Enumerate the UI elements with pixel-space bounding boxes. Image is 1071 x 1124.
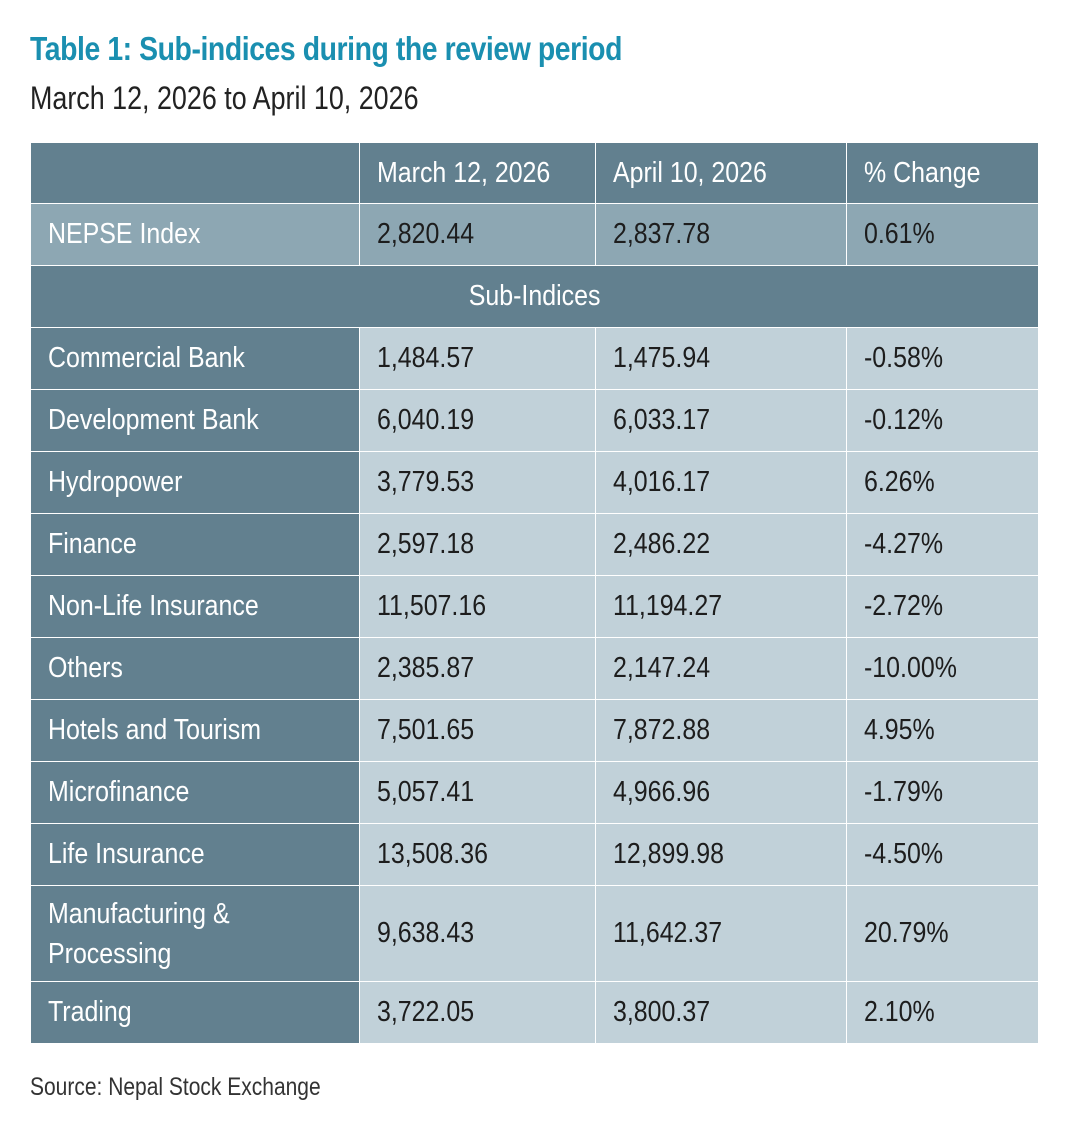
row-label: Trading <box>30 981 360 1044</box>
table-row: Trading 3,722.05 3,800.37 2.10% <box>30 981 1039 1044</box>
table-row: Non-Life Insurance 11,507.16 11,194.27 -2.7… <box>30 575 1039 638</box>
header-end-date: April 10, 2026 <box>595 142 847 204</box>
row-label: Hotels and Tourism <box>30 699 360 762</box>
table-row: Hotels and Tourism 7,501.65 7,872.88 4.95% <box>30 699 1039 762</box>
row-start-value: 13,508.36 <box>359 823 596 886</box>
row-start-value: 11,507.16 <box>359 575 596 638</box>
row-change-value: -2.72% <box>846 575 1039 638</box>
nepse-change-value: 0.61% <box>846 203 1039 266</box>
row-label: Hydropower <box>30 451 360 514</box>
row-start-value: 3,779.53 <box>359 451 596 514</box>
table-row: Life Insurance 13,508.36 12,899.98 -4.50% <box>30 823 1039 886</box>
row-label: Finance <box>30 513 360 576</box>
table-row: Manufacturing & Processing 9,638.43 11,642… <box>30 885 1039 982</box>
row-end-value: 2,486.22 <box>595 513 847 576</box>
table-row: Development Bank 6,040.19 6,033.17 -0.12% <box>30 389 1039 452</box>
row-start-value: 9,638.43 <box>359 885 596 982</box>
row-change-value: -4.50% <box>846 823 1039 886</box>
table-row: Commercial Bank 1,484.57 1,475.94 -0.58% <box>30 327 1039 390</box>
row-change-value: -0.12% <box>846 389 1039 452</box>
row-change-value: -4.27% <box>846 513 1039 576</box>
row-start-value: 2,597.18 <box>359 513 596 576</box>
sub-indices-section-label: Sub-Indices <box>30 265 1039 328</box>
row-end-value: 1,475.94 <box>595 327 847 390</box>
row-change-value: -0.58% <box>846 327 1039 390</box>
row-end-value: 7,872.88 <box>595 699 847 762</box>
row-change-value: -10.00% <box>846 637 1039 700</box>
row-label: Development Bank <box>30 389 360 452</box>
sub-indices-section-row: Sub-Indices <box>30 265 1039 328</box>
row-change-value: 6.26% <box>846 451 1039 514</box>
row-label: Microfinance <box>30 761 360 824</box>
row-change-value: 20.79% <box>846 885 1039 982</box>
row-end-value: 3,800.37 <box>595 981 847 1044</box>
row-end-value: 11,194.27 <box>595 575 847 638</box>
row-label: Manufacturing & Processing <box>30 885 360 982</box>
nepse-start-value: 2,820.44 <box>359 203 596 266</box>
row-start-value: 1,484.57 <box>359 327 596 390</box>
row-end-value: 6,033.17 <box>595 389 847 452</box>
table-row: Microfinance 5,057.41 4,966.96 -1.79% <box>30 761 1039 824</box>
row-change-value: -1.79% <box>846 761 1039 824</box>
row-end-value: 2,147.24 <box>595 637 847 700</box>
header-percent-change: % Change <box>846 142 1039 204</box>
row-end-value: 4,016.17 <box>595 451 847 514</box>
row-label: Others <box>30 637 360 700</box>
row-end-value: 4,966.96 <box>595 761 847 824</box>
table-row: Finance 2,597.18 2,486.22 -4.27% <box>30 513 1039 576</box>
nepse-label: NEPSE Index <box>30 203 360 266</box>
row-start-value: 5,057.41 <box>359 761 596 824</box>
row-label: Life Insurance <box>30 823 360 886</box>
row-change-value: 2.10% <box>846 981 1039 1044</box>
row-start-value: 3,722.05 <box>359 981 596 1044</box>
table-row: Hydropower 3,779.53 4,016.17 6.26% <box>30 451 1039 514</box>
header-row: March 12, 2026 April 10, 2026 % Change <box>30 142 1039 204</box>
row-end-value: 12,899.98 <box>595 823 847 886</box>
header-empty-cell <box>30 142 360 204</box>
nepse-end-value: 2,837.78 <box>595 203 847 266</box>
header-start-date: March 12, 2026 <box>359 142 596 204</box>
row-start-value: 2,385.87 <box>359 637 596 700</box>
row-label: Non-Life Insurance <box>30 575 360 638</box>
table-subtitle: March 12, 2026 to April 10, 2026 <box>30 80 419 116</box>
table-title: Table 1: Sub-indices during the review p… <box>30 30 622 67</box>
table-row: Others 2,385.87 2,147.24 -10.00% <box>30 637 1039 700</box>
sub-indices-table: March 12, 2026 April 10, 2026 % Change N… <box>30 142 1039 1044</box>
row-label: Commercial Bank <box>30 327 360 390</box>
row-start-value: 7,501.65 <box>359 699 596 762</box>
row-change-value: 4.95% <box>846 699 1039 762</box>
row-start-value: 6,040.19 <box>359 389 596 452</box>
source-note: Source: Nepal Stock Exchange <box>30 1073 321 1101</box>
nepse-index-row: NEPSE Index 2,820.44 2,837.78 0.61% <box>30 203 1039 266</box>
row-end-value: 11,642.37 <box>595 885 847 982</box>
